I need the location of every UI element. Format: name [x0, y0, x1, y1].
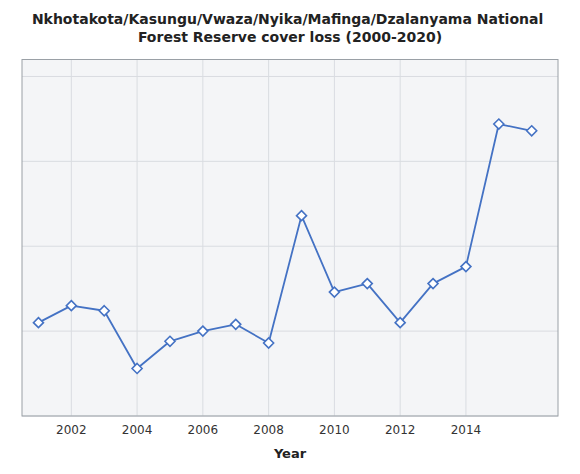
plot-background: [22, 60, 558, 417]
point: [33, 318, 43, 328]
x-tick-label: 2008: [253, 423, 284, 437]
point: [264, 338, 274, 348]
plot-frame: [22, 60, 558, 417]
data-layer: [33, 119, 536, 373]
point: [99, 306, 109, 316]
title: Nkhotakota/Kasungu/Vwaza/Nyika/Mafinga/D…: [32, 11, 548, 45]
point: [198, 326, 208, 336]
x-tick-label: 2006: [188, 423, 219, 437]
x-tick-label: 2002: [56, 423, 87, 437]
grid-line-x: [400, 60, 401, 417]
point: [494, 119, 504, 129]
grid-line-y: [22, 331, 558, 332]
grid-line-x: [465, 60, 466, 417]
point: [231, 319, 241, 329]
title-line: Nkhotakota/Kasungu/Vwaza/Nyika/Mafinga/D…: [32, 11, 548, 27]
point: [461, 262, 471, 272]
x-tick-label: 2012: [385, 423, 416, 437]
point: [362, 279, 372, 289]
x-tick-label: 2004: [122, 423, 153, 437]
grid-line-x: [268, 60, 269, 417]
point: [329, 287, 339, 297]
chart-svg: Nkhotakota/Kasungu/Vwaza/Nyika/Mafinga/D…: [0, 0, 580, 474]
x-tick-label: 2010: [319, 423, 350, 437]
grid-line-x: [71, 60, 72, 417]
grid-line-x: [334, 60, 335, 417]
grid-line-y: [22, 161, 558, 162]
x-tick-label: 2014: [451, 423, 482, 437]
point: [66, 301, 76, 311]
title-line: Forest Reserve cover loss (2000-2020): [138, 29, 442, 45]
point: [132, 363, 142, 373]
grid: [22, 60, 558, 417]
line: [38, 124, 531, 368]
point: [297, 211, 307, 221]
chart-container: Nkhotakota/Kasungu/Vwaza/Nyika/Mafinga/D…: [0, 0, 580, 474]
grid-line-x: [202, 60, 203, 417]
x-axis-label: Year: [273, 446, 307, 461]
point: [165, 336, 175, 346]
grid-line-y: [22, 76, 558, 77]
point: [428, 279, 438, 289]
point: [527, 126, 537, 136]
grid-line-y: [22, 246, 558, 247]
point: [395, 318, 405, 328]
